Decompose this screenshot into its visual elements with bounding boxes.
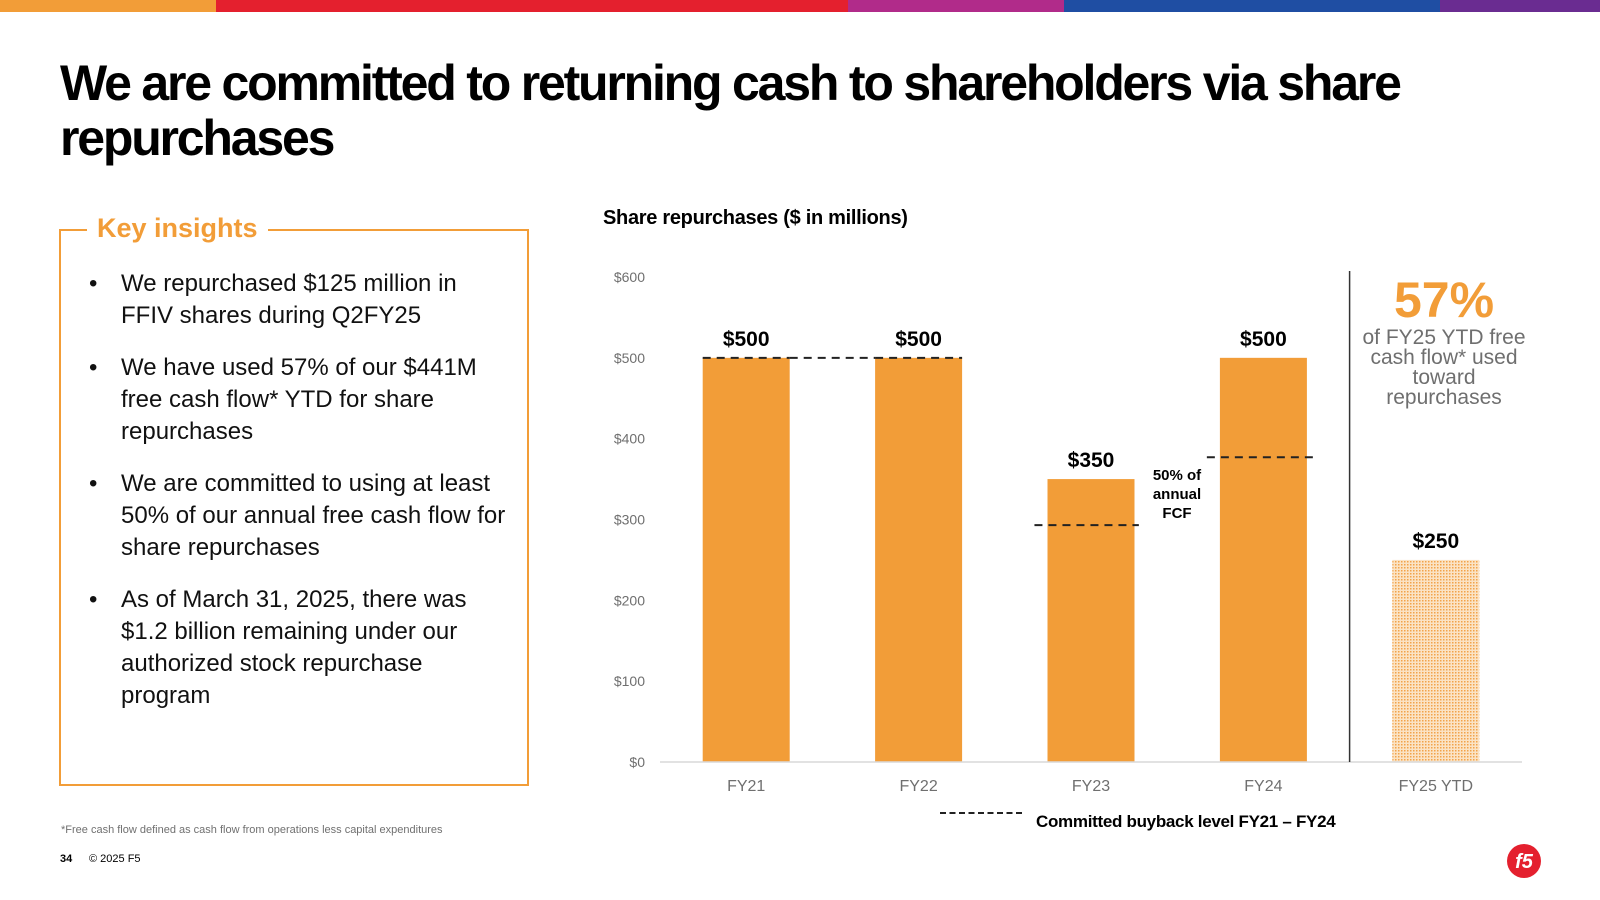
- bar-data-label: $250: [1412, 530, 1459, 553]
- top-bar-segment: [216, 0, 848, 12]
- bar-data-label: $350: [1068, 449, 1115, 472]
- x-tick-label: FY22: [899, 778, 937, 795]
- insight-text: We have used 57% of our $441M free cash …: [121, 354, 477, 445]
- fcf-annotation: 50% of annual FCF: [1152, 467, 1202, 522]
- bar: [875, 357, 963, 762]
- insight-text: We are committed to using at least 50% o…: [121, 470, 506, 561]
- bar-data-label: $500: [723, 328, 770, 351]
- insight-text: We repurchased $125 million in FFIV shar…: [121, 270, 457, 329]
- bullet-icon: •: [89, 470, 98, 497]
- y-tick-label: $300: [614, 512, 645, 528]
- key-insights-box: [59, 229, 529, 786]
- legend-label: Committed buyback level FY21 – FY24: [1036, 812, 1336, 831]
- insight-item: • As of March 31, 2025, there was $1.2 bi…: [87, 584, 507, 712]
- page-title: We are committed to returning cash to sh…: [60, 55, 1402, 166]
- top-bar-segment: [0, 0, 216, 12]
- callout-percent: 57%: [1393, 272, 1495, 328]
- key-insights-title: Key insights: [87, 211, 268, 245]
- x-axis: FY21 FY22 FY23 FY24 FY25 YTD: [660, 271, 1522, 795]
- copyright: © 2025 F5: [89, 853, 141, 865]
- y-tick-label: $500: [614, 350, 645, 366]
- x-tick-label: FY23: [1072, 778, 1110, 795]
- y-tick-label: $600: [614, 269, 645, 285]
- x-tick-label: FY24: [1244, 778, 1282, 795]
- top-bar-segment: [1064, 0, 1440, 12]
- bars: $500 $500 $350 $500 $250: [702, 328, 1480, 762]
- committed-buyback-lines: [702, 356, 1318, 527]
- callout-text: of FY25 YTD free cash flow* used toward …: [1362, 326, 1526, 409]
- insight-text: As of March 31, 2025, there was $1.2 bil…: [121, 586, 467, 709]
- top-bar-segment: [1440, 0, 1600, 12]
- bar: [1219, 357, 1307, 762]
- logo-text: f5: [1515, 851, 1534, 873]
- bar-data-label: $500: [1240, 328, 1287, 351]
- page-number: 34: [60, 853, 73, 865]
- bar: [1047, 479, 1135, 762]
- chart-title: Share repurchases ($ in millions): [603, 207, 908, 229]
- top-bar-segment: [848, 0, 1064, 12]
- top-color-bar: [0, 0, 1600, 12]
- y-tick-label: $200: [614, 592, 645, 608]
- footnote: *Free cash flow defined as cash flow fro…: [61, 824, 443, 836]
- bullet-icon: •: [89, 270, 98, 297]
- legend-dashed-line-icon: [940, 812, 1022, 814]
- x-tick-label: FY25 YTD: [1399, 778, 1473, 795]
- bullet-icon: •: [89, 586, 98, 613]
- bar: [702, 357, 790, 762]
- y-axis: $0 $100 $200 $300 $400 $500 $600: [614, 269, 645, 770]
- y-tick-label: $400: [614, 431, 645, 447]
- x-tick-label: FY21: [727, 778, 765, 795]
- bullet-icon: •: [89, 354, 98, 381]
- y-tick-label: $100: [614, 673, 645, 689]
- bar-data-label: $500: [895, 328, 942, 351]
- insight-item: • We have used 57% of our $441M free cash…: [87, 352, 507, 448]
- insight-item: • We are committed to using at least 50% …: [87, 468, 507, 564]
- y-tick-label: $0: [629, 754, 645, 770]
- key-insights-list: • We repurchased $125 million in FFIV sha…: [87, 268, 507, 732]
- insight-item: • We repurchased $125 million in FFIV sha…: [87, 268, 507, 332]
- f5-logo-icon: f5: [1507, 844, 1541, 878]
- bar: [1392, 559, 1480, 762]
